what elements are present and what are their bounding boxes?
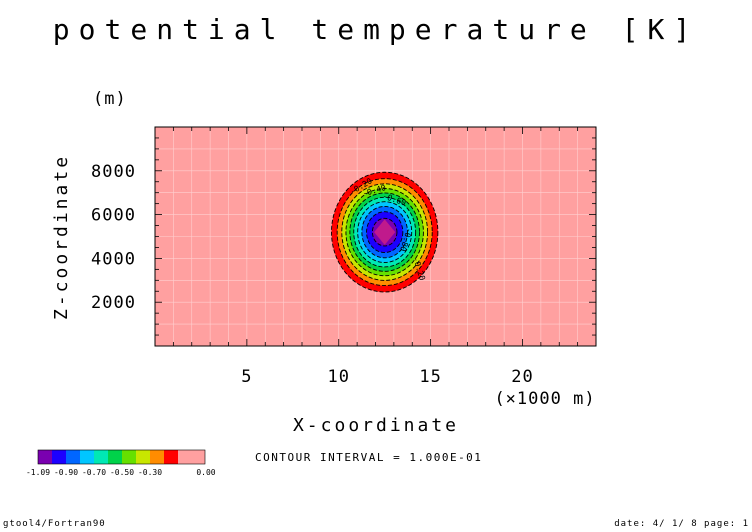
colorbar-swatch [66, 450, 80, 464]
plot-area: -0.20-0.40-0.60-0.80-0.20 [154, 126, 597, 347]
colorbar-tick-label: -1.09 [26, 468, 50, 477]
colorbar-swatch [122, 450, 136, 464]
x-unit-label: (×1000 m) [494, 389, 595, 409]
colorbar-swatch [80, 450, 94, 464]
colorbar-swatch [136, 450, 150, 464]
contour-line [361, 205, 408, 259]
y-tick-label: 6000 [91, 206, 136, 226]
colorbar-tick-label: -0.70 [82, 468, 106, 477]
x-tick-label: 15 [419, 367, 441, 387]
footer-right: date: 4/ 1/ 8 page: 1 [614, 519, 749, 529]
minor-ticks [155, 127, 596, 346]
colorbar-swatch [52, 450, 66, 464]
footer-left: gtool4/Fortran90 [3, 519, 106, 529]
x-tick-labels: 5 10 15 20 [241, 367, 533, 387]
contour-line [331, 171, 439, 293]
contour-line [341, 183, 429, 281]
colorbar-swatch [178, 450, 205, 464]
colorbar-tick-label: -0.50 [110, 468, 134, 477]
colorbar [37, 449, 206, 465]
x-tick-label: 10 [328, 367, 350, 387]
colorbar-swatch [164, 450, 178, 464]
y-tick-labels: 2000 4000 6000 8000 [91, 162, 136, 313]
x-tick-label: 5 [241, 367, 252, 387]
colorbar-swatch [94, 450, 108, 464]
y-axis-label: Z-coordinate [51, 154, 72, 320]
contour-interval-text: CONTOUR INTERVAL = 1.000E-01 [255, 451, 482, 464]
x-tick-label: 20 [511, 367, 533, 387]
colorbar-tick-label: -0.30 [138, 468, 162, 477]
colorbar-tick-label: -0.90 [54, 468, 78, 477]
contour-line [345, 188, 424, 277]
x-axis-label: X-coordinate [293, 415, 459, 436]
contour-line [353, 196, 417, 268]
contour-lines [331, 171, 439, 293]
colorbar-swatch [150, 450, 164, 464]
contour-line [336, 178, 433, 287]
y-unit-label: (m) [93, 89, 127, 109]
colorbar-swatch [108, 450, 122, 464]
colorbar-tick-labels: -1.09 -0.90 -0.70 -0.50 -0.30 0.00 [26, 468, 216, 477]
colorbar-swatch [38, 450, 52, 464]
contour-line [371, 217, 398, 247]
colorbar-tick-label: 0.00 [196, 468, 215, 477]
y-tick-label: 2000 [91, 293, 136, 313]
contour-line [349, 192, 420, 272]
y-tick-label: 4000 [91, 249, 136, 269]
colorbar-frame [37, 449, 206, 465]
chart-title: potential temperature [K] [53, 13, 699, 46]
contour-labels: -0.20-0.40-0.60-0.80-0.20 [348, 176, 427, 281]
contour-line [366, 211, 404, 253]
contour-line [357, 201, 413, 263]
contour-minimum-patch [374, 219, 396, 245]
y-tick-label: 8000 [91, 162, 136, 182]
